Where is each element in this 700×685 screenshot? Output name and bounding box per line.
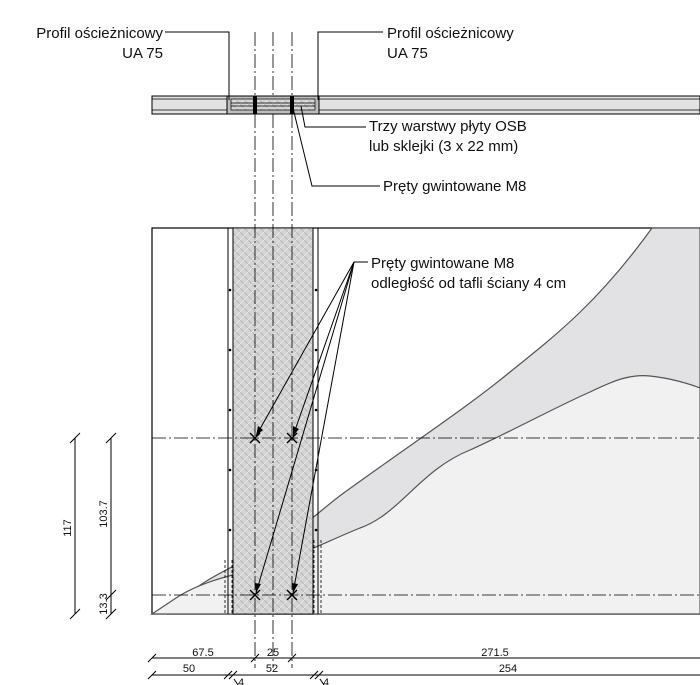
dim-h-4-right: 4: [323, 677, 329, 685]
horizontal-dimensions: [147, 653, 700, 685]
dim-vertical-13-3: 13.3: [98, 593, 110, 614]
label-threaded-rods-elevation-1: Pręty gwintowane M8: [371, 255, 514, 272]
label-frame-profile-left-1: Profil ościeżnicowy: [36, 25, 163, 42]
dim-h-271-5: 271.5: [481, 647, 509, 659]
label-frame-profile-right-2: UA 75: [387, 45, 428, 62]
dim-h-25: 25: [267, 647, 279, 659]
dim-vertical-117: 117: [62, 519, 74, 537]
label-threaded-rods-plan: Pręty gwintowane M8: [383, 178, 526, 195]
dim-h-50: 50: [183, 663, 195, 675]
label-osb-layers-1: Trzy warstwy płyty OSB: [369, 118, 527, 135]
dim-h-254: 254: [499, 663, 517, 675]
vertical-dimensions: [69, 432, 117, 620]
plan-view: [151, 31, 700, 187]
label-frame-profile-left-2: UA 75: [122, 45, 163, 62]
label-frame-profile-right-1: Profil ościeżnicowy: [387, 25, 514, 42]
dim-h-52: 52: [266, 663, 278, 675]
dim-h-4-left: 4: [238, 677, 244, 685]
label-threaded-rods-elevation-2: odległość od tafli ściany 4 cm: [371, 275, 566, 292]
dim-vertical-103-7: 103.7: [98, 500, 110, 528]
label-osb-layers-2: lub sklejki (3 x 22 mm): [369, 138, 518, 155]
dim-h-67-5: 67.5: [192, 647, 213, 659]
elevation-view: [150, 114, 700, 668]
